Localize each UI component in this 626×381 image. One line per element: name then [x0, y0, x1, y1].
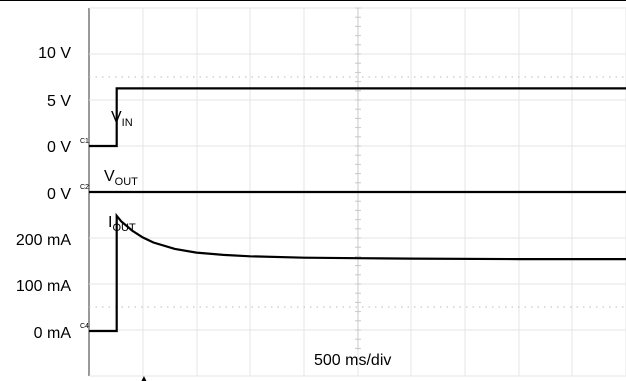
- series-label-iout-main: I: [108, 214, 112, 231]
- y-tick-label-5v: 5 V: [47, 93, 71, 110]
- timebase-label: 500 ms/div: [314, 352, 391, 369]
- y-tick-label-0v-vin: 0 V: [47, 139, 71, 156]
- series-label-vout-main: V: [104, 168, 115, 185]
- y-tick-label-0ma: 0 mA: [34, 325, 72, 342]
- series-label-vout-sub: OUT: [115, 176, 139, 188]
- channel-marker-c2: C2: [80, 184, 89, 191]
- channel-marker-c1: C1: [80, 138, 89, 145]
- y-tick-label-10v: 10 V: [38, 45, 71, 62]
- y-tick-label-200ma: 200 mA: [16, 232, 71, 249]
- channel-marker-c4: C4: [80, 323, 89, 330]
- center-axis-ticks: [355, 7, 361, 350]
- trace-vin: [89, 87, 626, 148]
- series-label-vin-sub: IN: [122, 117, 133, 129]
- trace-iout: [89, 212, 626, 333]
- y-tick-label-0v-vout: 0 V: [47, 186, 71, 203]
- trigger-marker-icon: ▲: [138, 372, 150, 381]
- series-label-iout: IOUT: [108, 214, 136, 234]
- y-tick-label-100ma: 100 mA: [16, 278, 71, 295]
- series-label-vout: VOUT: [104, 168, 138, 188]
- series-label-iout-sub: OUT: [112, 222, 136, 234]
